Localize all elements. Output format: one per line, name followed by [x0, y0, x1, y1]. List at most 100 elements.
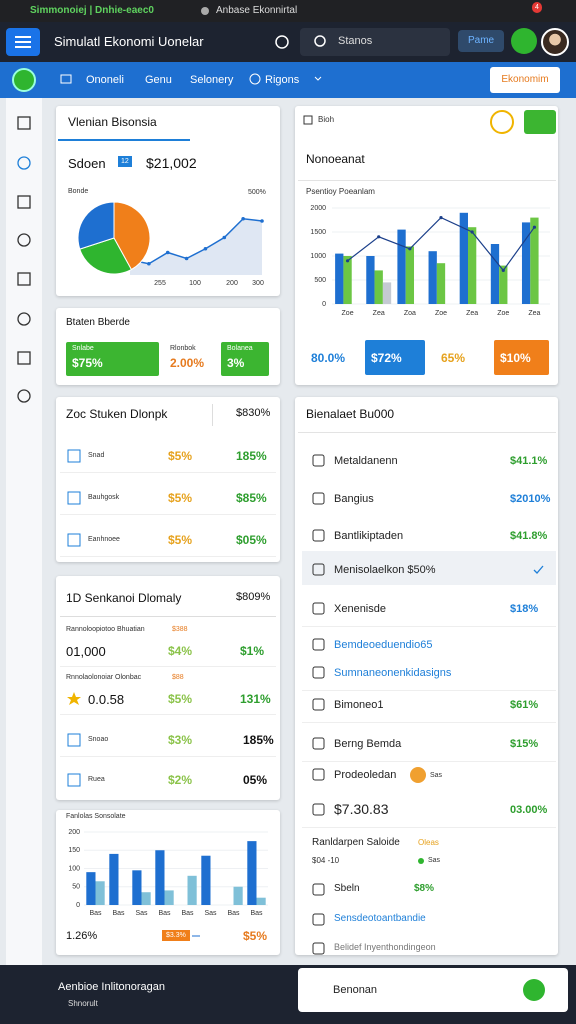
kpi-value: $72%: [371, 351, 402, 365]
row-b: $05%: [236, 533, 267, 547]
nav-bar: [0, 62, 576, 98]
list-text[interactable]: Bantlikiptaden: [334, 530, 404, 542]
list-value: $61%: [510, 699, 539, 711]
divider: [60, 616, 276, 617]
list-text[interactable]: Sbeln: [334, 883, 360, 894]
row-divider: [302, 827, 556, 828]
loading-icon: [490, 110, 514, 134]
row-b: 05%: [243, 773, 268, 787]
row-divider: [60, 556, 276, 557]
menu-button[interactable]: [6, 28, 40, 56]
group-tag: $388: [172, 626, 188, 633]
chart-title: Psentioy Poeanlam: [306, 187, 375, 196]
overview-badge: 12: [118, 156, 132, 167]
chart-title: Bonde: [68, 188, 89, 195]
list-badge: Sas: [430, 772, 443, 779]
row-a: $5%: [168, 533, 193, 547]
tile-label: Snlabe: [72, 345, 94, 352]
card-title: Vlenian Bisonsia: [68, 115, 157, 129]
kpi-tile: [494, 340, 549, 375]
toast-check: [523, 979, 545, 1001]
kpi-value: 65%: [441, 351, 466, 365]
group-b: 131%: [240, 692, 271, 706]
row-a: $3%: [168, 733, 193, 747]
overview-value: $21,002: [146, 155, 197, 171]
list-text[interactable]: Sumnaneonenkidasigns: [334, 667, 452, 679]
status-icon[interactable]: [511, 28, 537, 54]
card-total: $830%: [236, 407, 271, 419]
row-divider: [60, 472, 276, 473]
row-label: Bauhgosk: [88, 494, 120, 501]
row-divider: [302, 626, 556, 627]
card: [56, 397, 280, 562]
section-title: Ranldarpen Saloide: [312, 837, 400, 848]
divider: [212, 404, 213, 426]
group-label: 0.0.58: [88, 692, 125, 707]
row-divider: [60, 714, 276, 715]
list-text[interactable]: Berng Bemda: [334, 738, 402, 750]
card: [56, 106, 280, 296]
status-tile: [221, 342, 269, 376]
list-text[interactable]: Belidef Inyenthondingeon: [334, 942, 436, 952]
list-text[interactable]: Sensdeotoantbandie: [334, 913, 426, 924]
corner-label: 500%: [248, 189, 266, 196]
list-value: $41.8%: [510, 530, 548, 542]
group-heading: Rnnolaolonoiar Olonbac: [66, 674, 142, 681]
nav-item[interactable]: Genu: [145, 74, 172, 86]
search-box[interactable]: [300, 28, 450, 56]
card: [295, 397, 558, 955]
card-total: $809%: [236, 591, 271, 603]
badge-icon: [410, 767, 426, 783]
nav-item[interactable]: Ononeli: [86, 74, 124, 86]
kpi-value: 80.0%: [311, 351, 346, 365]
section-meta-tag: Sas: [428, 857, 441, 864]
list-value: $41.1%: [510, 455, 548, 467]
list-text[interactable]: Prodeoledan: [334, 769, 397, 781]
nav-item[interactable]: Rigons: [265, 74, 300, 86]
toast-text: Benonan: [333, 984, 378, 996]
group-a: $4%: [168, 644, 193, 658]
list-text[interactable]: Metaldanenn: [334, 455, 398, 467]
header-button[interactable]: Pame: [458, 30, 505, 52]
kpi-tile: [365, 340, 425, 375]
footer-subtitle: Shnorult: [68, 999, 98, 1008]
kpi-value: $10%: [500, 351, 531, 365]
list-text[interactable]: $7.30.83: [334, 801, 389, 817]
list-text[interactable]: Bangius: [334, 493, 374, 505]
tile-label: Bolanea: [227, 345, 253, 352]
app-title: Simulatl Ekonomi Uonelar: [54, 34, 204, 49]
tile-label: Rlonbok: [170, 345, 196, 352]
tile-value: 3%: [227, 356, 245, 370]
nav-item[interactable]: Selonery: [190, 74, 234, 86]
list-text[interactable]: Xenenisde: [334, 603, 386, 615]
avatar[interactable]: [541, 28, 569, 56]
card-title: 1D Senkanoi Dlomaly: [66, 591, 182, 605]
row-divider: [302, 761, 556, 762]
status-tile: [66, 342, 159, 376]
section-tag: Oleas: [418, 838, 439, 847]
list-value: $2010%: [510, 493, 551, 505]
group-label: 01,000: [66, 644, 106, 659]
search-button[interactable]: [524, 110, 556, 134]
row-b: 185%: [243, 733, 274, 747]
group-tag: $88: [172, 674, 184, 681]
browser-bar: [0, 0, 576, 22]
notification-badge: 4: [532, 2, 542, 13]
footer-left: 1.26%: [66, 930, 98, 942]
row-divider: [60, 666, 276, 667]
row-divider: [302, 722, 556, 723]
search-label: Bioh: [318, 115, 335, 124]
list-text[interactable]: Menisolaelkon $50%: [334, 564, 436, 576]
footer-right: $5%: [243, 929, 268, 943]
list-text[interactable]: Bimoneo1: [334, 699, 384, 711]
card-title: Bienalaet Bu000: [306, 407, 395, 421]
divider: [298, 180, 556, 181]
row-b: $85%: [236, 491, 267, 505]
card-title: Zoc Stuken Dlonpk: [66, 407, 168, 421]
list-text[interactable]: Bemdeoeduendio65: [334, 639, 433, 651]
selected-row[interactable]: [302, 551, 556, 585]
list-value: $15%: [510, 738, 539, 750]
nav-action[interactable]: Ekonomim: [490, 67, 560, 93]
tab-title: Simmonoiej | Dnhie-eaec0: [30, 5, 154, 16]
footer-title: Aenbioe Inlitonoragan: [58, 981, 166, 993]
